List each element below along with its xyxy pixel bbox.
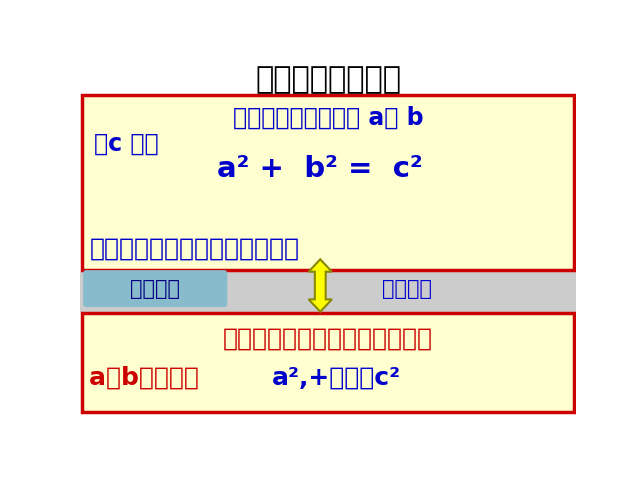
- FancyBboxPatch shape: [83, 95, 573, 270]
- Text: 互逆命题: 互逆命题: [382, 278, 432, 299]
- Text: 、c 满足: 、c 满足: [94, 132, 159, 156]
- Text: a² +  b² =  c²: a² + b² = c²: [218, 155, 423, 183]
- Text: 如果直角三角形两直角边分别为: 如果直角三角形两直角边分别为: [223, 327, 433, 351]
- Polygon shape: [308, 259, 332, 312]
- Text: 勾股定理: 勾股定理: [130, 278, 180, 299]
- Text: 勾股定理的逆命题: 勾股定理的逆命题: [255, 65, 401, 94]
- Text: a²,+那么有c²: a²,+那么有c²: [272, 365, 401, 389]
- FancyBboxPatch shape: [83, 270, 227, 307]
- Text: 如果三角形的三边长 a、 b: 如果三角形的三边长 a、 b: [233, 106, 423, 130]
- FancyBboxPatch shape: [80, 272, 576, 312]
- Text: a，b，斜边为: a，b，斜边为: [90, 365, 208, 389]
- Text: 那么这个三角形是直角三角形。: 那么这个三角形是直角三角形。: [90, 237, 300, 261]
- FancyBboxPatch shape: [83, 313, 573, 412]
